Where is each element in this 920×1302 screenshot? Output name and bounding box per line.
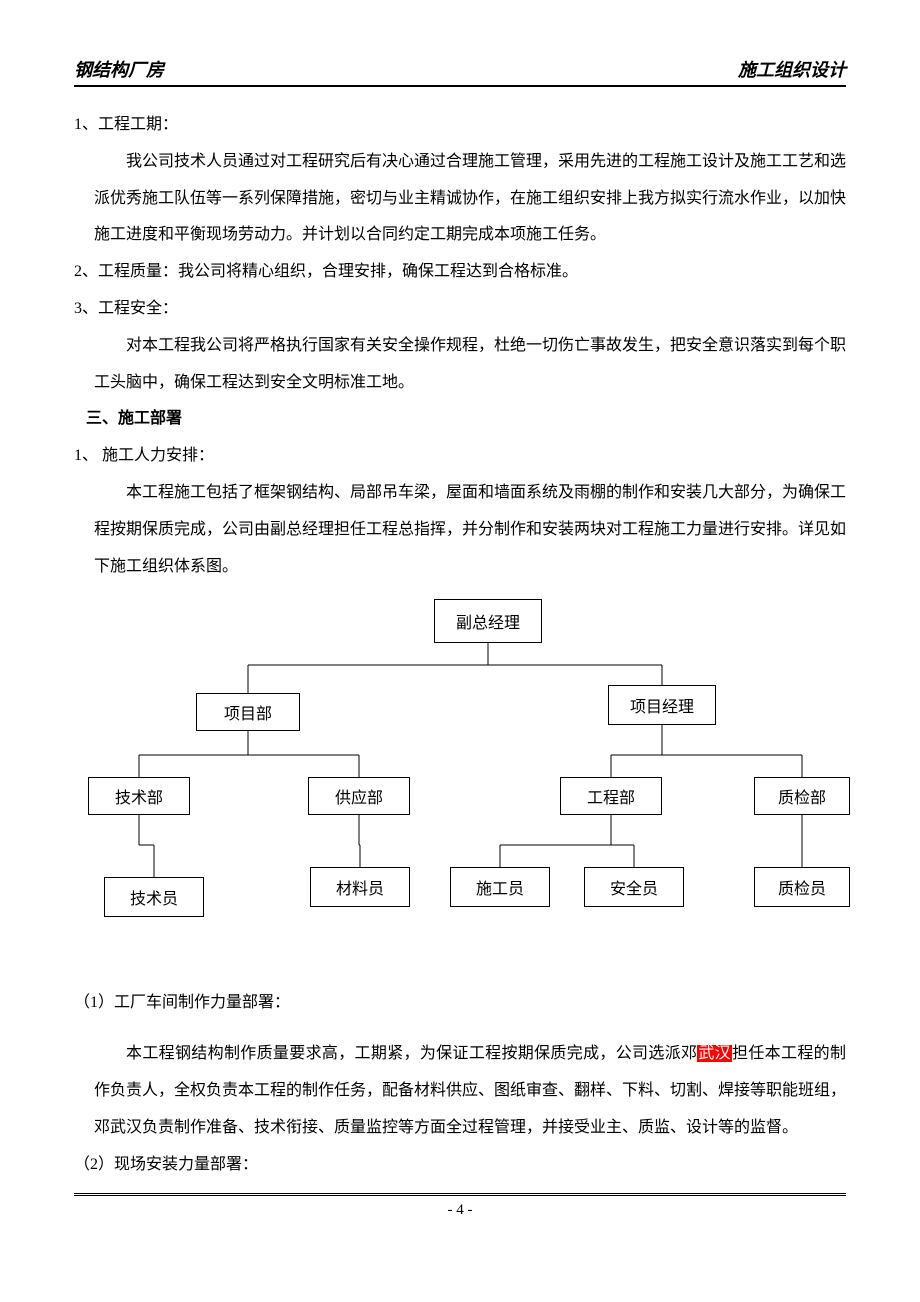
chart-node-l2b: 项目经理 bbox=[608, 685, 716, 725]
chart-node-l3d: 质检部 bbox=[754, 777, 850, 815]
body2: （1）工厂车间制作力量部署： 本工程钢结构制作质量要求高，工期紧，为保证工程按期… bbox=[74, 985, 846, 1183]
chart-node-l4d: 安全员 bbox=[584, 867, 684, 907]
chart-node-l3a: 技术部 bbox=[88, 777, 190, 815]
p3-body: 对本工程我公司将严格执行国家有关安全操作规程，杜绝一切伤亡事故发生，把安全意识落… bbox=[94, 328, 846, 402]
chart-node-l4c: 施工员 bbox=[450, 867, 550, 907]
sub1-highlight: 武汉 bbox=[697, 1045, 732, 1062]
p1-body: 我公司技术人员通过对工程研究后有决心通过合理施工管理，采用先进的工程施工设计及施… bbox=[94, 144, 846, 254]
chart-node-l4e: 质检员 bbox=[754, 867, 850, 907]
sub1-body: 本工程钢结构制作质量要求高，工期紧，为保证工程按期保质完成，公司选派邓武汉担任本… bbox=[94, 1036, 846, 1146]
chart-node-l3b: 供应部 bbox=[308, 777, 410, 815]
p4-num: 1、 施工人力安排： bbox=[74, 438, 846, 475]
p2: 2、工程质量：我公司将精心组织，合理安排，确保工程达到合格标准。 bbox=[74, 254, 846, 291]
chart-node-top: 副总经理 bbox=[434, 599, 542, 643]
chart-node-l2a: 项目部 bbox=[196, 693, 300, 731]
page-number: - 4 - bbox=[74, 1196, 846, 1219]
org-chart: 副总经理项目部项目经理技术部供应部工程部质检部技术员材料员施工员安全员质检员 bbox=[74, 599, 844, 959]
sub1-body-a: 本工程钢结构制作质量要求高，工期紧，为保证工程按期保质完成，公司选派邓 bbox=[126, 1045, 697, 1062]
p1-num: 1、工程工期： bbox=[74, 107, 846, 144]
chart-node-l4b: 材料员 bbox=[310, 867, 410, 907]
sub1-num: （1）工厂车间制作力量部署： bbox=[74, 985, 846, 1022]
header-right: 施工组织设计 bbox=[738, 56, 846, 82]
page: 钢结构厂房 施工组织设计 1、工程工期： 我公司技术人员通过对工程研究后有决心通… bbox=[0, 0, 920, 1239]
body: 1、工程工期： 我公司技术人员通过对工程研究后有决心通过合理施工管理，采用先进的… bbox=[74, 107, 846, 585]
header-left: 钢结构厂房 bbox=[74, 56, 164, 82]
p4-body: 本工程施工包括了框架钢结构、局部吊车梁，屋面和墙面系统及雨棚的制作和安装几大部分… bbox=[94, 475, 846, 585]
page-header: 钢结构厂房 施工组织设计 bbox=[74, 56, 846, 87]
chart-node-l3c: 工程部 bbox=[560, 777, 662, 815]
sub2-num: （2）现场安装力量部署： bbox=[74, 1147, 846, 1184]
p3-num: 3、工程安全： bbox=[74, 291, 846, 328]
section-heading: 三、施工部署 bbox=[86, 401, 846, 438]
chart-node-l4a: 技术员 bbox=[104, 877, 204, 917]
